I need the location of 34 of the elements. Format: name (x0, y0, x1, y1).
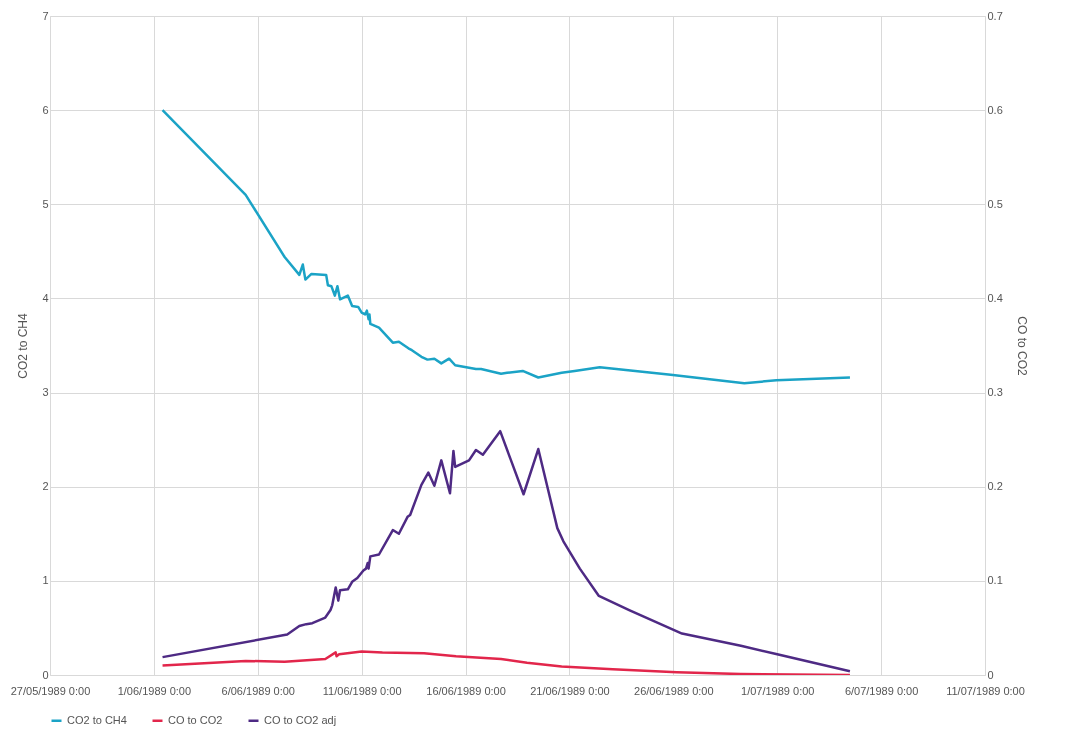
y2-tick-label: 0.2 (987, 480, 1003, 493)
y-tick-label: 1 (42, 574, 49, 587)
x-tick-label: 1/07/1989 0:00 (741, 684, 815, 697)
y2-tick-label: 0.7 (987, 9, 1003, 22)
x-tick-label: 1/06/1989 0:00 (117, 684, 192, 697)
line-series (161, 650, 852, 675)
legend-label: CO to CO2 (168, 713, 223, 726)
y-tick-label: 3 (42, 386, 49, 399)
legend-label: CO2 to CH4 (67, 713, 127, 726)
y2-tick-label: 0.4 (987, 291, 1003, 304)
y-tick-label: 2 (42, 480, 49, 493)
x-tick-label: 21/06/1989 0:00 (530, 684, 610, 697)
y2-tick-label: 0.5 (987, 197, 1003, 210)
x-tick-label: 11/06/1989 0:00 (322, 684, 402, 697)
x-tick-label: 16/06/1989 0:00 (426, 684, 506, 697)
legend-label: CO to CO2 adj (264, 713, 337, 726)
line-series (161, 108, 852, 385)
x-tick-label: 6/07/1989 0:00 (844, 684, 919, 697)
y-tick-label: 6 (42, 103, 49, 116)
y2-axis-title: CO to CO2 (1014, 316, 1029, 376)
x-tick-label: 26/06/1989 0:00 (634, 684, 714, 697)
y-tick-label: 0 (42, 668, 49, 681)
line-series (161, 429, 852, 673)
y2-tick-label: 0.1 (987, 574, 1003, 587)
y-tick-label: 5 (42, 197, 49, 210)
y2-tick-label: 0.6 (987, 103, 1003, 116)
x-tick-label: 11/07/1989 0:00 (946, 684, 1025, 697)
x-tick-label: 6/06/1989 0:00 (221, 684, 295, 697)
x-tick-label: 27/05/1989 0:00 (10, 684, 91, 697)
y-tick-label: 4 (42, 291, 49, 304)
y2-tick-label: 0.3 (987, 386, 1003, 399)
y2-tick-label: 0 (987, 668, 994, 681)
y-axis-title: CO2 to CH4 (16, 313, 31, 379)
y-tick-label: 7 (42, 9, 49, 22)
